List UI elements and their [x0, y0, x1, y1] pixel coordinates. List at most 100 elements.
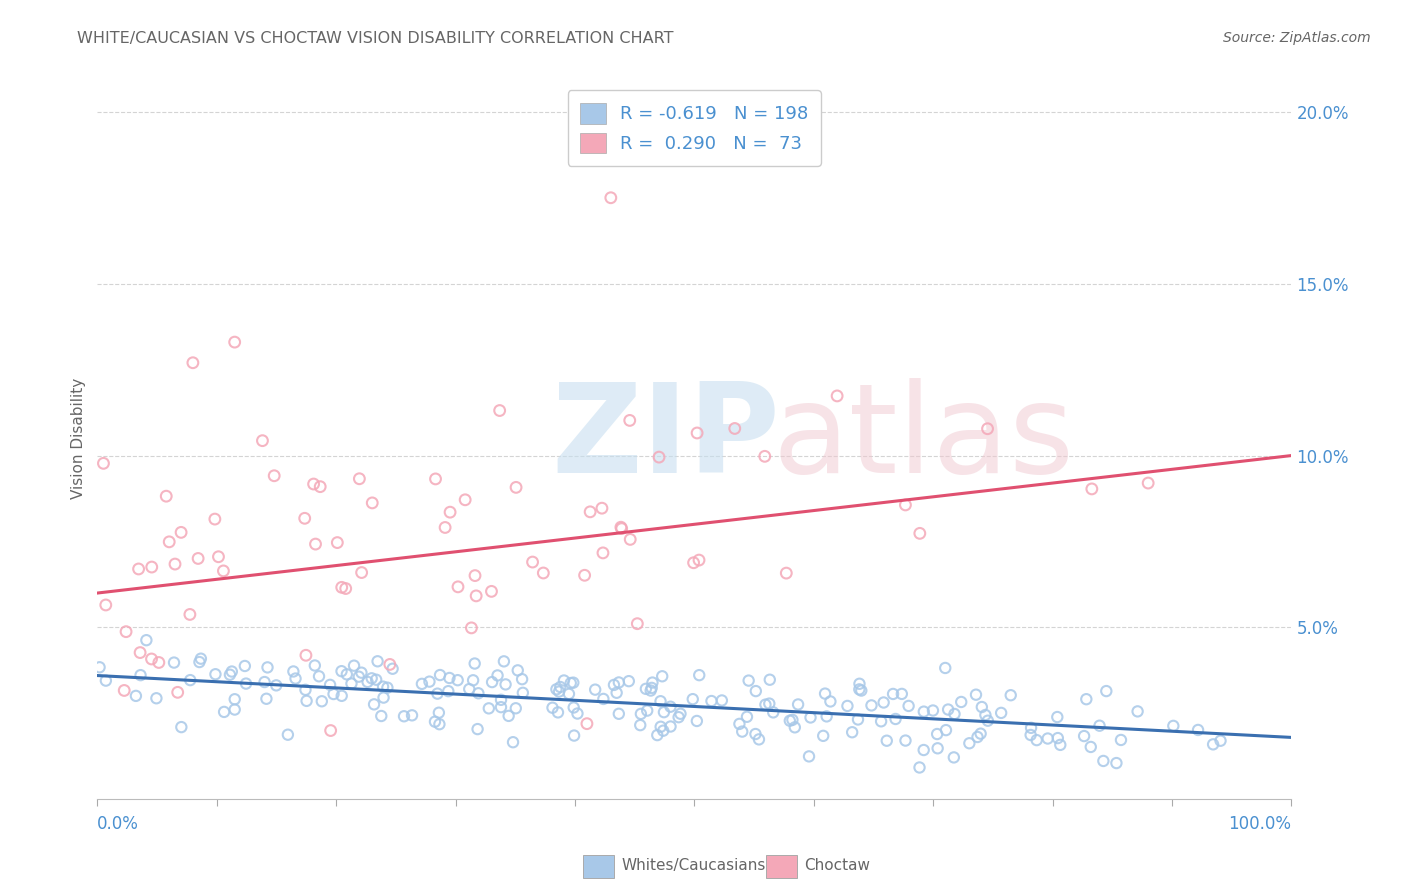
Point — [458, 682, 481, 697]
Text: 100.0%: 100.0% — [1229, 815, 1292, 833]
Point — [935, 723, 957, 738]
Point — [1209, 733, 1232, 747]
Point — [277, 728, 299, 742]
Point — [495, 677, 517, 691]
Point — [1019, 728, 1042, 742]
Point — [309, 480, 332, 494]
Point — [370, 709, 392, 723]
Point — [728, 717, 751, 731]
Point — [461, 673, 484, 688]
Point — [567, 706, 589, 721]
Point — [966, 730, 988, 744]
Point — [825, 389, 848, 403]
Text: 0.0%: 0.0% — [97, 815, 139, 833]
Point — [908, 760, 931, 774]
Point — [141, 652, 163, 666]
Point — [872, 696, 894, 710]
Point — [659, 719, 682, 733]
Point — [744, 727, 766, 741]
Point — [373, 690, 395, 705]
Point — [427, 706, 450, 720]
Point — [575, 716, 598, 731]
Point — [311, 694, 333, 708]
Point — [170, 720, 193, 734]
Point — [908, 526, 931, 541]
Point — [502, 735, 524, 749]
Point — [190, 651, 212, 665]
Point — [957, 736, 980, 750]
Point — [841, 725, 863, 739]
Text: Source: ZipAtlas.com: Source: ZipAtlas.com — [1223, 31, 1371, 45]
Point — [547, 706, 569, 720]
Point — [486, 668, 509, 682]
Point — [94, 673, 117, 688]
Text: atlas: atlas — [772, 378, 1074, 499]
Point — [942, 750, 965, 764]
Point — [617, 674, 640, 689]
Point — [965, 688, 987, 702]
Point — [748, 732, 770, 747]
Point — [283, 665, 305, 679]
Point — [366, 673, 388, 687]
Point — [890, 687, 912, 701]
Y-axis label: Vision Disability: Vision Disability — [72, 377, 86, 499]
Point — [562, 729, 585, 743]
Point — [636, 704, 658, 718]
Point — [641, 675, 664, 690]
Point — [304, 658, 326, 673]
Point — [912, 743, 935, 757]
Text: ZIP: ZIP — [551, 378, 780, 499]
Point — [882, 687, 904, 701]
Point — [912, 705, 935, 719]
Legend: R = -0.619   N = 198, R =  0.290   N =  73: R = -0.619 N = 198, R = 0.290 N = 73 — [568, 90, 821, 166]
Point — [489, 700, 512, 714]
Point — [977, 714, 1000, 728]
Point — [112, 683, 135, 698]
Point — [710, 693, 733, 707]
Point — [619, 533, 641, 547]
Point — [897, 698, 920, 713]
Point — [505, 701, 527, 715]
Point — [758, 697, 780, 711]
Point — [1073, 729, 1095, 743]
Point — [820, 694, 842, 708]
Point — [650, 694, 672, 708]
Point — [252, 434, 274, 448]
Point — [668, 710, 690, 724]
Point — [319, 678, 342, 692]
Point — [522, 555, 544, 569]
Point — [115, 624, 138, 639]
Point — [481, 584, 503, 599]
Point — [943, 706, 966, 721]
Point — [308, 669, 330, 683]
Point — [630, 706, 652, 721]
Point — [1080, 739, 1102, 754]
Point — [754, 698, 776, 712]
Point — [927, 741, 949, 756]
Point — [652, 723, 675, 738]
Point — [775, 566, 797, 580]
Point — [797, 749, 820, 764]
Point — [607, 706, 630, 721]
Point — [974, 708, 997, 723]
Point — [439, 671, 461, 685]
Point — [1019, 721, 1042, 735]
Point — [1163, 719, 1185, 733]
Point — [322, 687, 344, 701]
Point — [489, 693, 512, 707]
Point — [688, 668, 710, 682]
Point — [562, 675, 585, 690]
Point — [212, 564, 235, 578]
Point — [610, 522, 633, 536]
Point — [141, 560, 163, 574]
Point — [1025, 733, 1047, 747]
Point — [163, 656, 186, 670]
Point — [815, 709, 838, 723]
Point — [735, 710, 758, 724]
Point — [330, 580, 353, 594]
Point — [650, 720, 672, 734]
Point — [837, 698, 859, 713]
Point — [682, 556, 704, 570]
Point — [447, 673, 470, 688]
Point — [204, 667, 226, 681]
